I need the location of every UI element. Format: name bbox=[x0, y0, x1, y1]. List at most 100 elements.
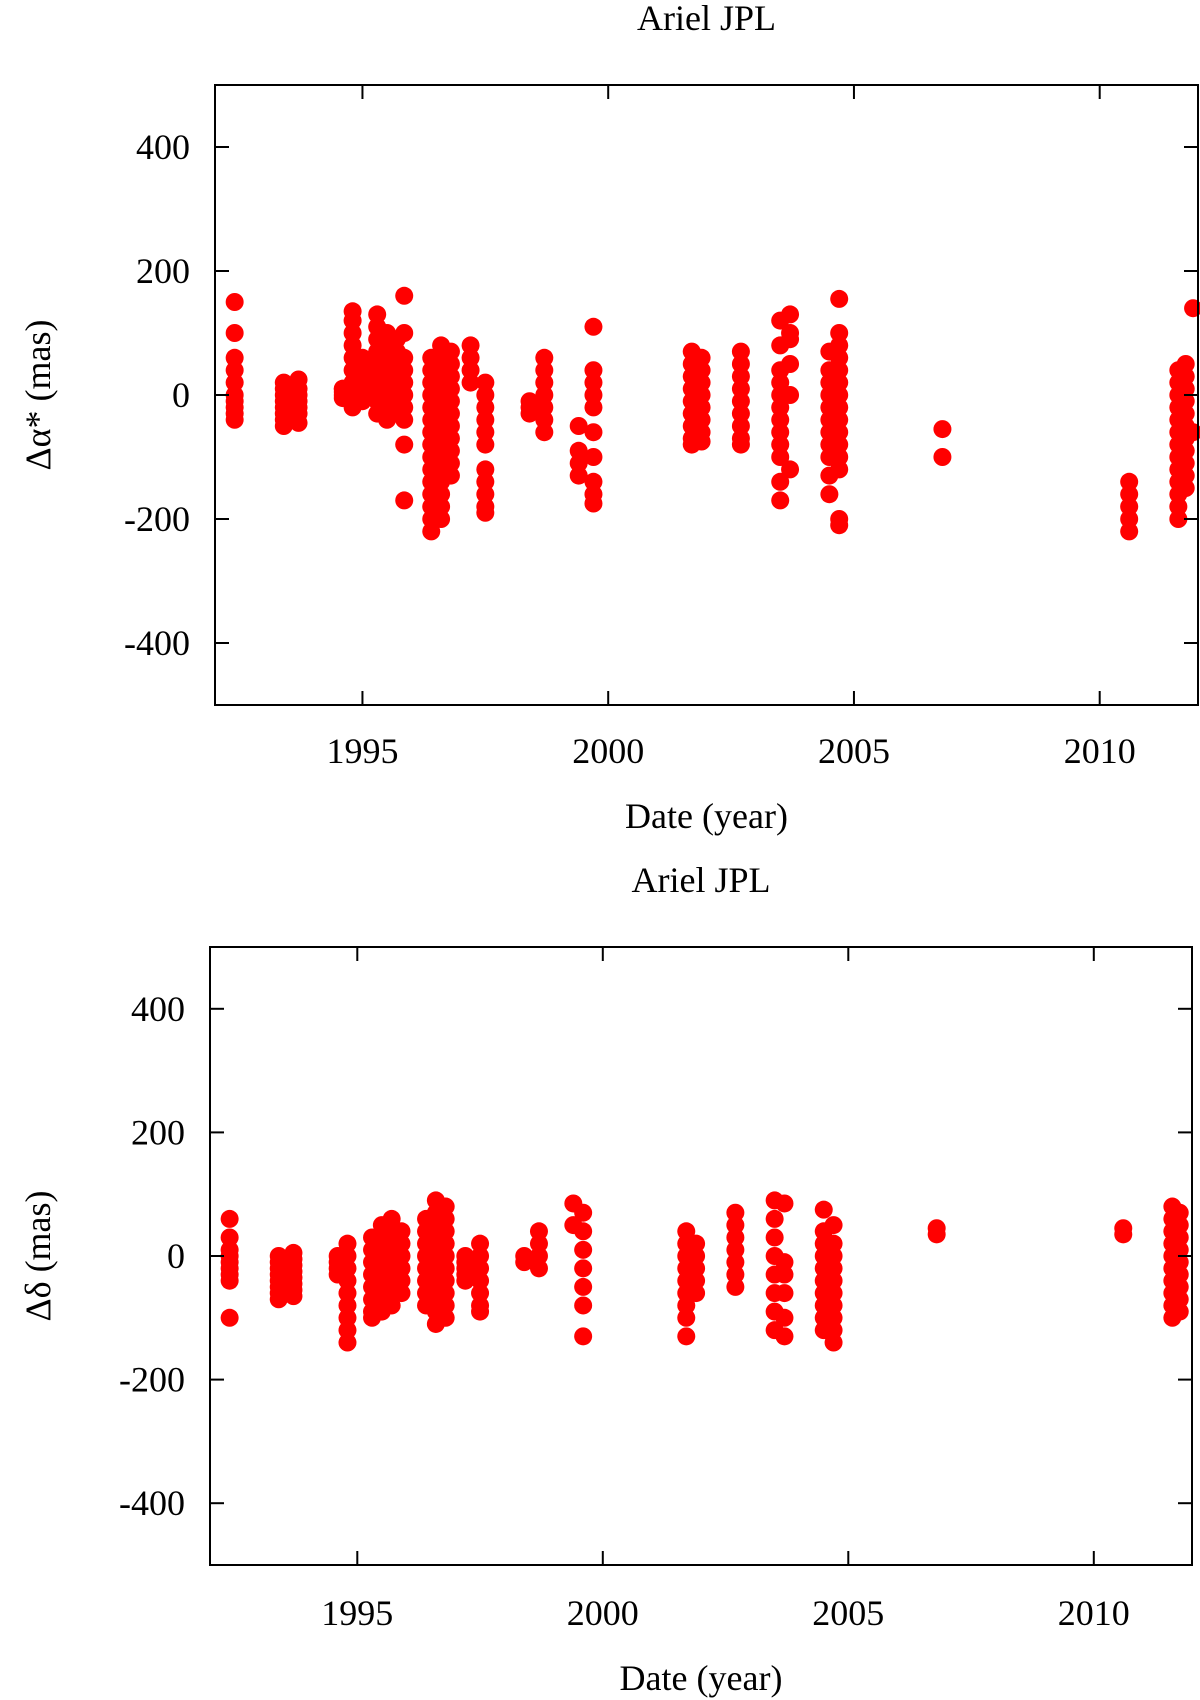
data-point bbox=[677, 1327, 696, 1346]
data-point bbox=[441, 367, 460, 386]
data-point bbox=[392, 1259, 411, 1278]
data-point bbox=[476, 503, 495, 522]
y-axis-label: Δα* (mas) bbox=[18, 320, 58, 471]
data-point bbox=[382, 1296, 401, 1315]
data-point bbox=[830, 423, 849, 442]
data-point bbox=[343, 324, 362, 342]
data-point bbox=[392, 1247, 411, 1265]
data-point bbox=[1170, 1265, 1189, 1284]
data-point bbox=[422, 522, 441, 541]
data-point bbox=[471, 1284, 490, 1303]
data-point bbox=[338, 1247, 357, 1265]
data-point bbox=[529, 1234, 548, 1253]
data-point bbox=[687, 1259, 706, 1278]
data-point bbox=[432, 485, 451, 504]
data-point bbox=[771, 472, 790, 491]
data-point bbox=[687, 1234, 706, 1253]
data-point bbox=[692, 348, 711, 367]
data-point bbox=[368, 305, 387, 324]
data-point bbox=[830, 373, 849, 392]
y-tick-label: -400 bbox=[119, 1483, 185, 1523]
data-points bbox=[225, 286, 1200, 541]
data-point bbox=[338, 1296, 357, 1315]
data-point bbox=[471, 1302, 490, 1321]
data-point bbox=[830, 448, 849, 466]
y-tick-label: 0 bbox=[172, 375, 190, 415]
data-point bbox=[436, 1259, 455, 1278]
data-point bbox=[824, 1308, 843, 1327]
data-point bbox=[338, 1321, 357, 1340]
x-tick-label: 1995 bbox=[321, 1593, 393, 1633]
data-point bbox=[1170, 1216, 1189, 1235]
data-point bbox=[471, 1234, 490, 1253]
data-point bbox=[529, 1222, 548, 1241]
data-point bbox=[269, 1290, 288, 1309]
data-point bbox=[225, 324, 244, 342]
data-point bbox=[1170, 1302, 1189, 1321]
data-point bbox=[1176, 367, 1195, 386]
data-point bbox=[395, 386, 414, 404]
data-point bbox=[441, 417, 460, 435]
data-point bbox=[476, 386, 495, 404]
data-point bbox=[353, 361, 372, 380]
y-tick-label: 200 bbox=[131, 1112, 185, 1152]
x-tick-label: 2005 bbox=[812, 1593, 884, 1633]
data-point bbox=[441, 355, 460, 373]
y-tick-label: -200 bbox=[124, 499, 190, 539]
data-point bbox=[1176, 404, 1195, 423]
data-point bbox=[1170, 1228, 1189, 1247]
data-point bbox=[338, 1333, 357, 1352]
data-point bbox=[476, 373, 495, 392]
x-axis-label: Date (year) bbox=[625, 796, 788, 836]
data-point bbox=[824, 1284, 843, 1303]
data-point bbox=[225, 348, 244, 367]
data-point bbox=[343, 336, 362, 355]
data-point bbox=[395, 324, 414, 342]
data-point bbox=[441, 466, 460, 485]
data-point bbox=[692, 432, 711, 451]
data-point bbox=[765, 1228, 784, 1247]
data-point bbox=[569, 466, 588, 485]
data-point bbox=[726, 1265, 745, 1284]
data-point bbox=[726, 1216, 745, 1235]
data-point bbox=[441, 342, 460, 361]
data-point bbox=[1170, 1290, 1189, 1309]
data-point bbox=[441, 379, 460, 398]
data-point bbox=[692, 398, 711, 417]
data-point bbox=[1170, 1277, 1189, 1296]
data-point bbox=[677, 1296, 696, 1315]
y-tick-label: -400 bbox=[124, 623, 190, 663]
data-point bbox=[535, 398, 554, 417]
data-point bbox=[830, 324, 849, 342]
y-tick-label: 0 bbox=[167, 1236, 185, 1276]
y-tick-label: 400 bbox=[131, 989, 185, 1029]
data-point bbox=[574, 1296, 593, 1315]
data-point bbox=[726, 1203, 745, 1222]
data-point bbox=[677, 1308, 696, 1327]
data-point bbox=[830, 460, 849, 479]
data-point bbox=[225, 373, 244, 392]
data-point bbox=[584, 386, 603, 404]
data-point bbox=[535, 348, 554, 367]
data-point bbox=[471, 1247, 490, 1265]
data-point bbox=[574, 1327, 593, 1346]
data-point bbox=[274, 417, 293, 435]
data-point bbox=[584, 423, 603, 442]
data-point bbox=[392, 1271, 411, 1290]
data-point bbox=[781, 355, 800, 373]
data-point bbox=[824, 1247, 843, 1265]
data-point bbox=[476, 410, 495, 429]
data-point bbox=[1170, 1240, 1189, 1259]
data-point bbox=[535, 410, 554, 429]
data-point bbox=[726, 1253, 745, 1272]
data-point bbox=[771, 410, 790, 429]
data-point bbox=[436, 1284, 455, 1303]
data-point bbox=[395, 435, 414, 454]
data-point bbox=[731, 435, 750, 454]
data-point bbox=[814, 1200, 833, 1219]
data-point bbox=[726, 1228, 745, 1247]
data-point bbox=[830, 289, 849, 308]
data-point bbox=[692, 386, 711, 404]
data-point bbox=[574, 1240, 593, 1259]
data-point bbox=[220, 1308, 239, 1327]
